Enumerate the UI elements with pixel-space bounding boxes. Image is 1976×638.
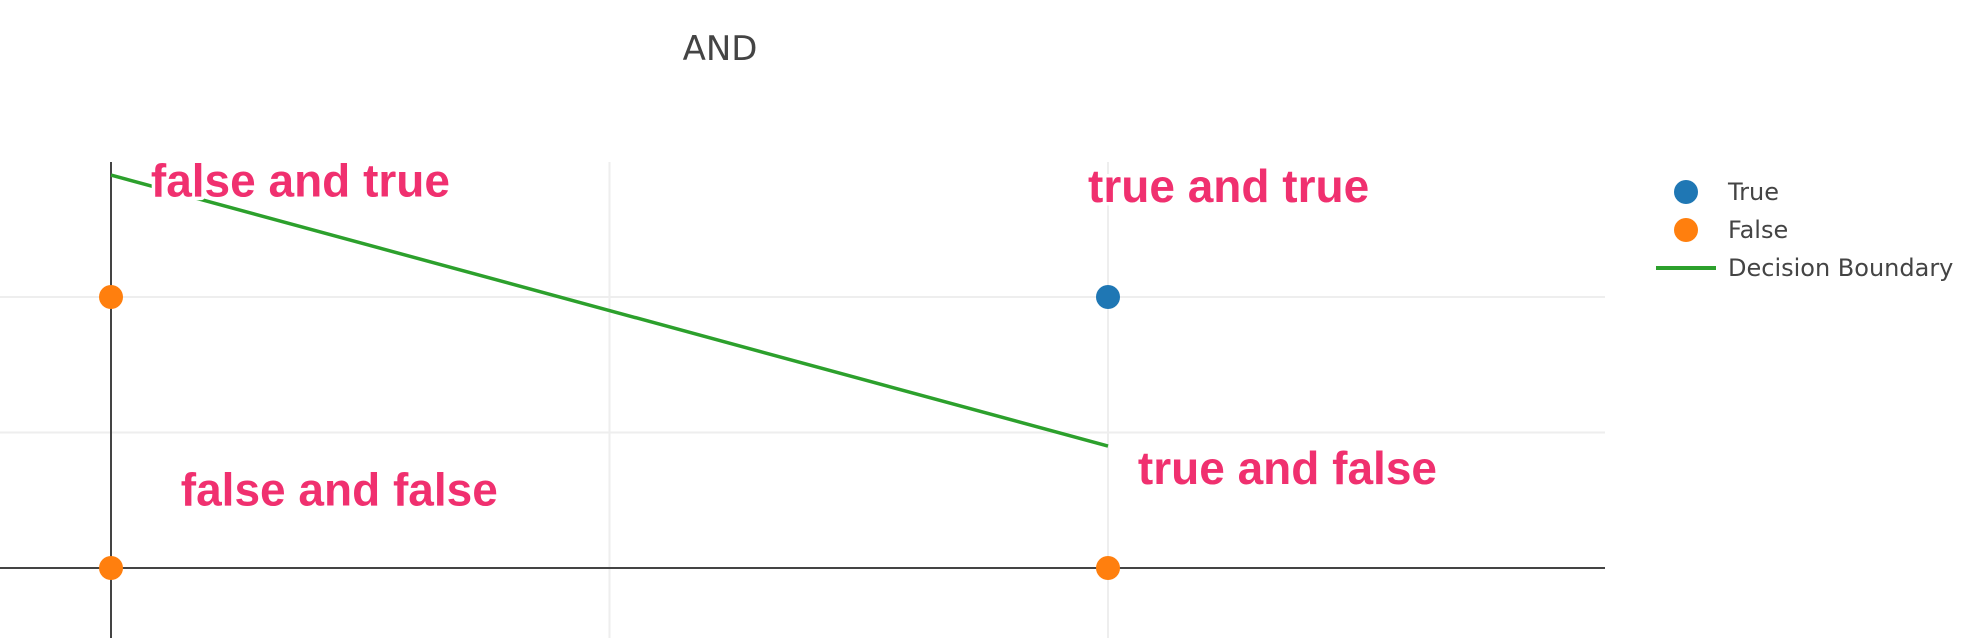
- point-false: [99, 285, 123, 309]
- annotations: false and true true and true false and fal…: [147, 151, 1440, 519]
- plot-area: [99, 173, 1120, 580]
- annotation-label: true and false: [1138, 442, 1437, 494]
- point-false: [99, 556, 123, 580]
- legend-label-true: True: [1727, 178, 1779, 206]
- point-true: [1096, 285, 1120, 309]
- annotation-label: false and true: [151, 155, 450, 207]
- annotation-label: true and true: [1088, 160, 1369, 212]
- legend: True False Decision Boundary: [1656, 178, 1953, 282]
- point-false: [1096, 556, 1120, 580]
- legend-swatch-true: [1674, 180, 1698, 204]
- axes: [0, 162, 1605, 638]
- grid: [0, 162, 1605, 638]
- annotation-label: false and false: [181, 464, 498, 516]
- chart-title: AND: [683, 29, 758, 69]
- legend-label-decision-boundary: Decision Boundary: [1728, 254, 1953, 282]
- legend-swatch-false: [1674, 218, 1698, 242]
- legend-label-false: False: [1728, 216, 1788, 244]
- decision-boundary-line: [110, 173, 1109, 448]
